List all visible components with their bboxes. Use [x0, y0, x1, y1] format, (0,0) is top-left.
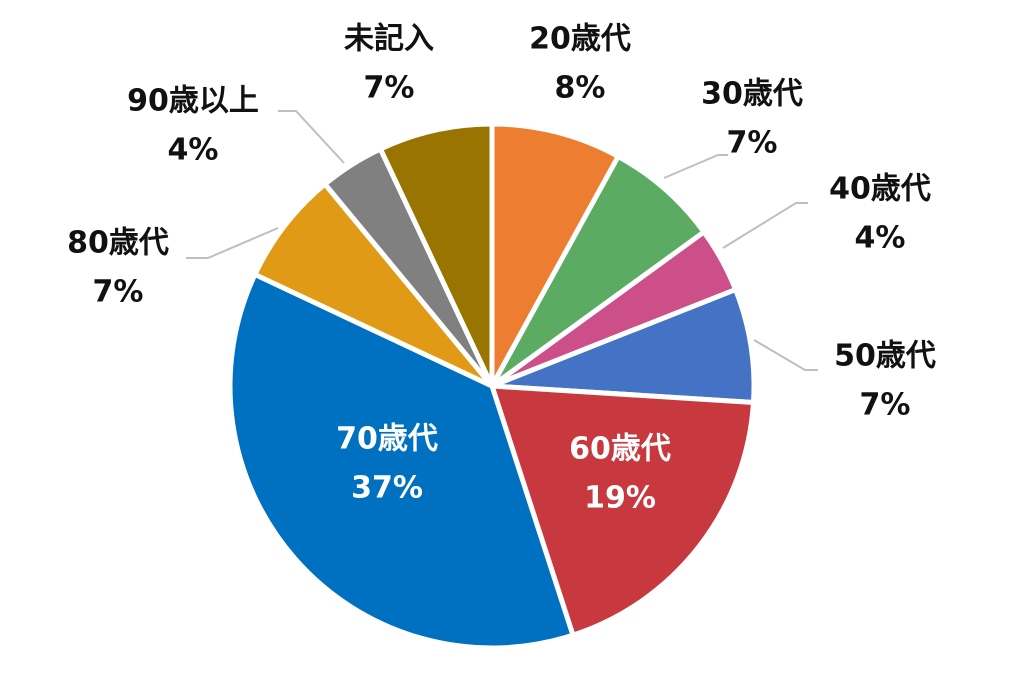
- leader-line-8: [278, 110, 345, 164]
- slice-category-label: 70歳代: [336, 422, 438, 457]
- slice-percent-label: 7%: [93, 275, 144, 310]
- slice-percent-label: 4%: [855, 221, 906, 256]
- slice-category-label: 40歳代: [829, 172, 931, 207]
- pie-slice-1: [489, 121, 621, 389]
- data-label-9: 未記入 7%: [344, 22, 434, 106]
- slice-category-label: 50歳代: [834, 339, 936, 374]
- slice-percent-label: 7%: [860, 388, 911, 423]
- slice-percent-label: 19%: [584, 481, 656, 516]
- leader-line-2: [663, 154, 728, 179]
- slice-percent-label: 7%: [727, 126, 778, 161]
- slice-percent-label: 7%: [364, 71, 415, 106]
- slices-layer: [227, 121, 757, 651]
- pie-slice-6: [227, 271, 576, 651]
- data-label-7: 80歳代 7%: [67, 226, 169, 310]
- leader-line-7: [186, 227, 279, 259]
- slice-percent-label: 8%: [555, 71, 606, 106]
- slice-category-label: 90歳以上: [127, 84, 259, 119]
- pie-slice-5: [489, 383, 756, 638]
- slice-percent-label: 37%: [351, 471, 423, 506]
- leader-line-4: [753, 339, 818, 371]
- slice-category-label: 30歳代: [701, 77, 803, 112]
- data-label-4: 50歳代 7%: [834, 339, 936, 423]
- data-label-6: 70歳代 37%: [336, 422, 438, 506]
- data-label-2: 30歳代 7%: [701, 77, 803, 161]
- slice-percent-label: 4%: [168, 133, 219, 168]
- slice-category-label: 60歳代: [569, 432, 671, 467]
- data-label-5: 60歳代 19%: [569, 432, 671, 516]
- data-labels-layer: 20歳代 8% 30歳代 7% 40歳代 4% 50歳代 7% 60歳代 19% 70歳代 37% 80…: [67, 22, 936, 516]
- data-label-3: 40歳代 4%: [829, 172, 931, 256]
- leader-lines-layer: [186, 110, 818, 371]
- leader-line-3: [722, 202, 808, 249]
- data-label-1: 20歳代 8%: [529, 22, 631, 106]
- slice-category-label: 未記入: [344, 22, 434, 57]
- slice-category-label: 20歳代: [529, 22, 631, 57]
- data-label-8: 90歳以上 4%: [127, 84, 259, 168]
- pie-slice-9: [377, 121, 495, 389]
- slice-category-label: 80歳代: [67, 226, 169, 261]
